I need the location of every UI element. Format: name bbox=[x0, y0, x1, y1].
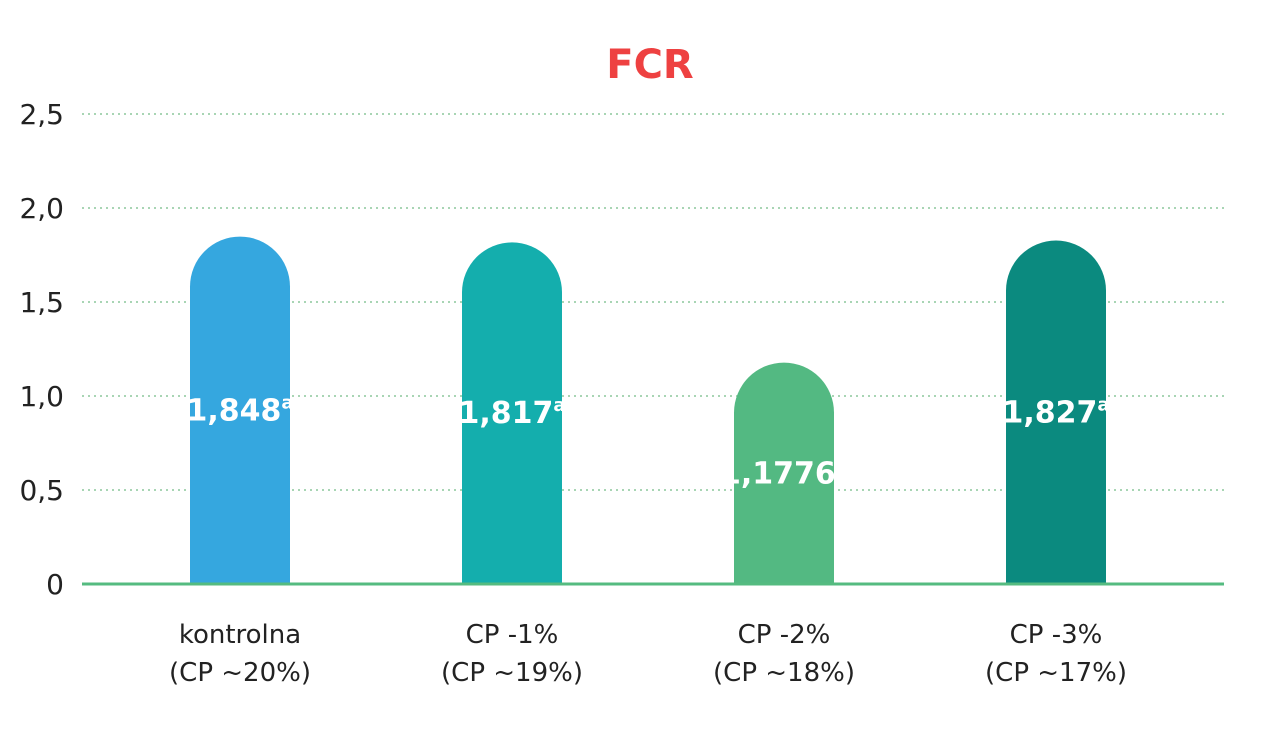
data-label: 1,1776a bbox=[720, 455, 848, 491]
data-label: 1,848a bbox=[186, 392, 293, 428]
x-tick-label: kontrolna (CP ~20%) bbox=[169, 620, 311, 688]
x-tick-label: CP -2% (CP ~18%) bbox=[713, 620, 855, 688]
y-tick-label: 0,5 bbox=[19, 474, 64, 507]
chart-title: FCR bbox=[606, 42, 693, 88]
y-tick-label: 2,5 bbox=[19, 98, 64, 131]
y-tick-label: 1,0 bbox=[19, 380, 64, 413]
bar bbox=[1006, 240, 1106, 584]
gridlines bbox=[82, 113, 1224, 491]
bars: 1,848a 1,817a 1,1776a 1,827a bbox=[186, 236, 1110, 584]
y-axis: 0 0,5 1,0 1,5 2,0 2,5 bbox=[19, 98, 64, 601]
bar bbox=[462, 242, 562, 584]
data-label: 1,817a bbox=[458, 395, 565, 431]
x-axis: kontrolna (CP ~20%) CP -1% (CP ~19%) CP -2%(… bbox=[82, 582, 1224, 688]
bar bbox=[190, 236, 290, 584]
y-tick-label: 0 bbox=[46, 568, 64, 601]
data-label: 1,827a bbox=[1002, 394, 1109, 430]
y-tick-label: 1,5 bbox=[19, 286, 64, 319]
bar bbox=[734, 362, 834, 584]
x-tick-label: CP -3% (CP ~17%) bbox=[985, 620, 1127, 688]
y-tick-label: 2,0 bbox=[19, 192, 64, 225]
x-tick-label: CP -1% (CP ~19%) bbox=[441, 620, 583, 688]
